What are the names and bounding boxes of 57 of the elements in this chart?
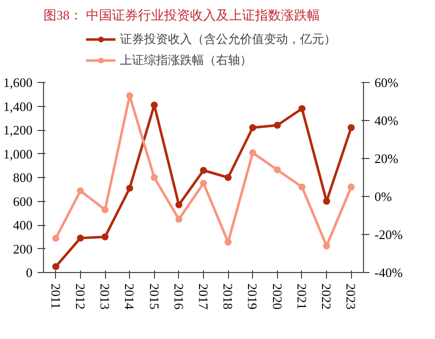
x-tick-label: 2015 bbox=[146, 284, 162, 310]
y-tick-label: 600 bbox=[13, 194, 32, 209]
point bbox=[323, 242, 330, 250]
point bbox=[249, 149, 256, 156]
point bbox=[102, 206, 109, 214]
x-tick-label: 2014 bbox=[122, 284, 138, 310]
y-tick-label: 200 bbox=[13, 241, 32, 256]
point bbox=[249, 124, 256, 132]
x-tick-label: 2012 bbox=[72, 284, 88, 310]
x-tick-label: 2016 bbox=[171, 284, 186, 310]
point bbox=[224, 238, 232, 246]
y2-tick-label: 0% bbox=[374, 189, 392, 204]
y2-tick-label: 40% bbox=[374, 113, 398, 128]
point bbox=[52, 263, 60, 270]
x-tick-label: 2022 bbox=[319, 284, 334, 310]
point bbox=[348, 184, 355, 190]
point bbox=[323, 198, 330, 205]
legend-label: 上证综指涨跌幅（右轴） bbox=[120, 52, 252, 68]
y-tick-label: 1,200 bbox=[3, 122, 32, 138]
point bbox=[274, 166, 281, 174]
point bbox=[76, 187, 84, 194]
point bbox=[200, 166, 207, 174]
y2-tick-label: -20% bbox=[374, 227, 403, 242]
x-tick-label: 2011 bbox=[48, 284, 64, 310]
y-tick-label: 800 bbox=[13, 170, 32, 185]
point bbox=[348, 124, 355, 132]
y-tick-label: 1,000 bbox=[3, 146, 32, 162]
y-tick-label: 400 bbox=[13, 218, 32, 232]
x-tick-label: 2019 bbox=[245, 284, 260, 310]
point bbox=[126, 184, 134, 192]
y-tick-label: 0 bbox=[26, 265, 32, 280]
point bbox=[298, 105, 306, 112]
point bbox=[76, 234, 84, 242]
x-tick-label: 2023 bbox=[344, 284, 359, 310]
x-tick-label: 2013 bbox=[98, 284, 113, 310]
point bbox=[298, 184, 306, 190]
legend-label: 证券投资收入（含公允价值变动，亿元） bbox=[120, 30, 336, 48]
point bbox=[150, 174, 158, 181]
x-tick-label: 2021 bbox=[294, 284, 310, 310]
point bbox=[175, 201, 182, 208]
y2-tick-label: -40% bbox=[374, 265, 403, 280]
point bbox=[224, 174, 232, 181]
chart-title: 图38： 中国证券行业投资收入及上证指数涨跌幅 bbox=[44, 8, 320, 22]
x-tick-label: 2020 bbox=[270, 284, 285, 310]
point bbox=[126, 92, 134, 100]
point bbox=[102, 233, 109, 240]
y-tick-label: 1,600 bbox=[3, 75, 32, 90]
x-tick-label: 2017 bbox=[196, 284, 211, 310]
y2-tick-label: 60% bbox=[374, 75, 398, 90]
point bbox=[274, 122, 281, 129]
point bbox=[200, 180, 207, 187]
point bbox=[150, 102, 158, 109]
y-tick-label: 1,400 bbox=[3, 98, 32, 114]
x-tick-label: 2018 bbox=[220, 284, 236, 310]
point bbox=[52, 234, 60, 242]
y2-tick-label: 20% bbox=[374, 151, 398, 166]
point bbox=[175, 216, 182, 223]
